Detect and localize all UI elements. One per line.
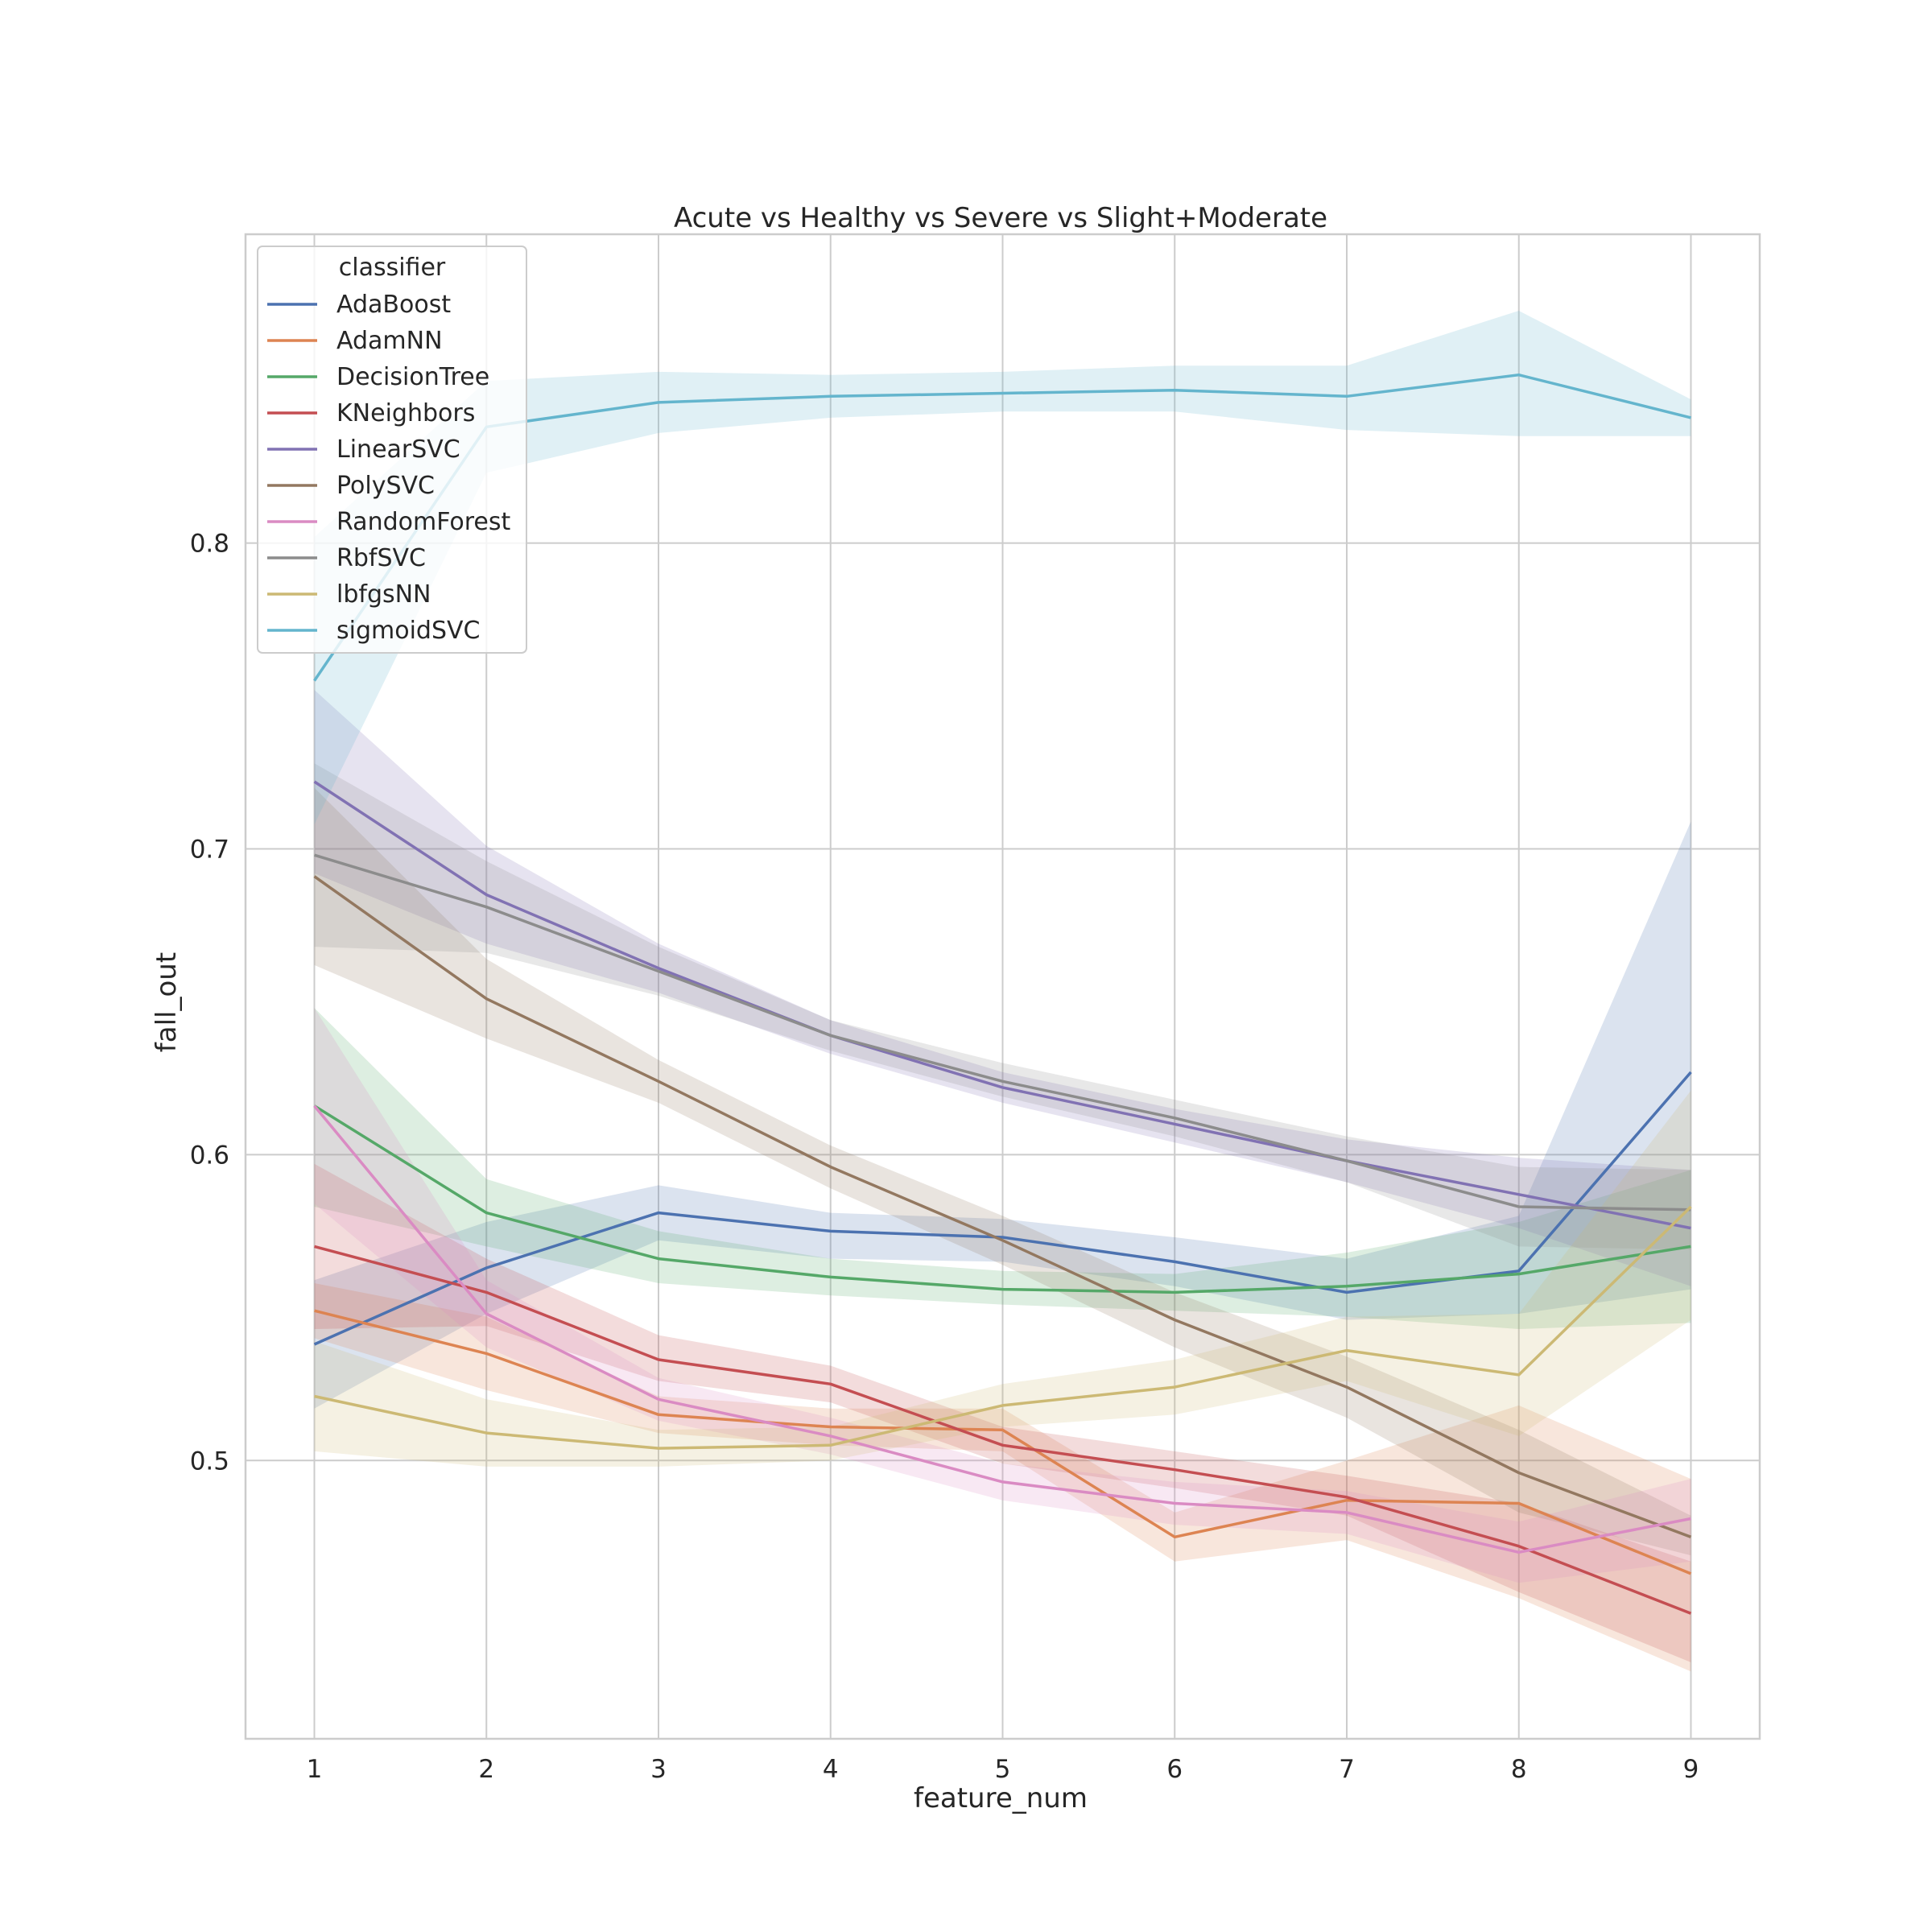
y-axis-label: fall_out [151,952,183,1052]
band-adamnn [314,1283,1691,1672]
x-tick-label: 5 [995,1755,1011,1784]
line-rbfsvc [313,853,1691,1212]
x-tick-label: 9 [1683,1755,1699,1784]
line-sigmoidsvc [313,373,1691,682]
legend-label-adaboost: AdaBoost [336,291,451,319]
series-lines [313,373,1692,1615]
x-tick-label: 7 [1339,1755,1355,1784]
band-sigmoidsvc [314,311,1691,825]
band-linearsvc [314,690,1691,1286]
band-randomforest [314,1008,1691,1583]
legend-label-linearsvc: LinearSVC [336,436,460,464]
legend-label-randomforest: RandomForest [336,508,511,536]
line-kneighbors [314,1245,1692,1615]
x-tick-label: 8 [1511,1755,1527,1784]
y-tick-label: 0.6 [190,1141,229,1170]
legend-title: classifier [339,254,446,282]
line-linearsvc [313,780,1691,1230]
x-tick-label: 6 [1166,1755,1183,1784]
plot-frame [244,233,1761,1740]
y-tick-labels: 0.5 0.6 0.7 0.8 [190,530,229,1476]
grid [246,234,1760,1739]
band-decisiontree [314,1008,1691,1329]
chart-title: Acute vs Healthy vs Severe vs Slight+Mod… [674,202,1327,234]
legend-label-rbfsvc: RbfSVC [336,544,426,572]
x-tick-label: 4 [823,1755,839,1784]
band-lbfgsnn [314,1090,1691,1467]
legend-label-decisiontree: DecisionTree [336,363,489,391]
x-tick-label: 2 [478,1755,494,1784]
line-decisiontree [313,1104,1691,1294]
legend-label-lbfgsnn: lbfgsNN [336,580,431,609]
x-tick-label: 1 [307,1755,323,1784]
band-polysvc [314,787,1691,1556]
y-tick-label: 0.7 [190,836,229,865]
legend: classifier AdaBoost AdamNN DecisionTree KNe… [257,246,527,654]
legend-label-adamnn: AdamNN [336,327,443,355]
legend-entries: AdaBoost AdamNN DecisionTree KNeighbors Line… [267,291,511,645]
x-tick-labels: 1 2 3 4 5 6 7 8 9 [307,1755,1699,1784]
x-axis-label: feature_num [914,1782,1088,1814]
line-randomforest [313,1104,1691,1554]
legend-label-kneighbors: KNeighbors [336,399,475,427]
legend-box [257,246,527,654]
y-tick-label: 0.8 [190,530,229,559]
band-adaboost [314,821,1691,1409]
x-tick-label: 3 [650,1755,667,1784]
legend-label-polysvc: PolySVC [336,472,435,500]
line-polysvc [313,875,1692,1538]
legend-label-sigmoidsvc: sigmoidSVC [336,617,480,645]
line-lbfgsnn [314,1205,1692,1450]
line-adamnn [314,1309,1692,1575]
y-tick-label: 0.5 [190,1447,229,1476]
